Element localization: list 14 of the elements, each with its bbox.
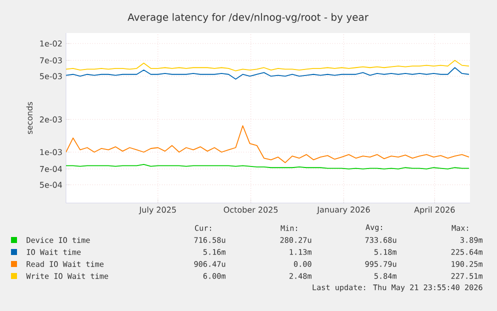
y-tick-label: 1e-02: [40, 40, 62, 47]
y-tick-label: 5e-03: [40, 73, 62, 80]
x-tick-label: July 2025: [138, 206, 176, 214]
y-tick-label: 5e-04: [40, 182, 62, 188]
y-tick-label: 2e-03: [40, 116, 62, 122]
x-tick-label: October 2025: [224, 206, 278, 213]
y-tick-label: 7e-04: [40, 166, 62, 172]
y-axis-title: seconds: [26, 102, 33, 134]
y-tick-label: 1e-03: [40, 149, 62, 156]
y-tick-label: 7e-03: [40, 57, 62, 64]
x-tick-label: April 2026: [414, 206, 455, 214]
chart-title: Average latency for /dev/nlnog-vg/root - by year: [128, 13, 368, 23]
x-tick-label: January 2026: [316, 206, 370, 214]
line-series: [66, 125, 470, 164]
